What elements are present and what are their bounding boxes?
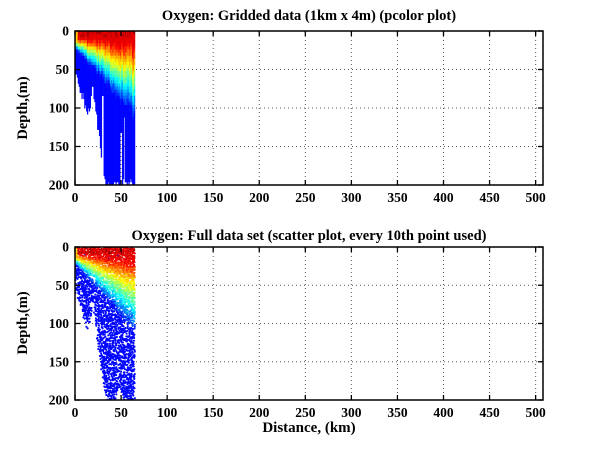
pcolor-plot: 0 50 100 150 200 250 300 350 400 450 500 0 50 100 150 2… (49, 24, 546, 206)
y-tick-label: 100 (49, 316, 70, 331)
pcolor-plot-title: Oxygen: Gridded data (1km x 4m) (pcolor … (161, 8, 457, 24)
x-tick-label: 200 (249, 190, 270, 205)
scatter-y-axis-label: Depth,(m) (15, 291, 31, 355)
x-tick-label: 500 (526, 405, 547, 420)
x-tick-label: 200 (249, 405, 270, 420)
x-tick-label: 400 (433, 405, 454, 420)
x-tick-label: 250 (295, 405, 316, 420)
pcolor-y-axis-label: Depth,(m) (15, 76, 31, 140)
y-tick-label: 150 (49, 354, 70, 369)
x-axis-label: Distance, (km) (262, 420, 356, 436)
y-tick-label: 0 (62, 24, 69, 39)
x-tick-label: 300 (341, 405, 362, 420)
scatter-plot: 0 50 100 150 200 250 300 350 400 450 500 0 50 100 150 2… (49, 240, 546, 421)
x-tick-label: 100 (157, 405, 178, 420)
x-tick-label: 0 (72, 190, 79, 205)
x-tick-label: 500 (526, 190, 547, 205)
x-tick-label: 100 (157, 190, 178, 205)
y-tick-label: 200 (49, 393, 70, 408)
x-tick-label: 50 (114, 405, 128, 420)
x-tick-label: 0 (72, 405, 79, 420)
x-tick-label: 50 (114, 190, 128, 205)
y-tick-label: 50 (56, 62, 70, 77)
x-tick-label: 150 (203, 405, 224, 420)
scatter-plot-title: Oxygen: Full data set (scatter plot, eve… (131, 228, 487, 244)
y-tick-label: 150 (49, 139, 70, 154)
x-tick-label: 300 (341, 190, 362, 205)
x-tick-label: 350 (387, 405, 408, 420)
y-tick-label: 50 (56, 278, 70, 293)
x-tick-label: 350 (387, 190, 408, 205)
x-tick-label: 150 (203, 190, 224, 205)
y-tick-label: 200 (49, 178, 70, 193)
x-tick-label: 400 (433, 190, 454, 205)
x-tick-label: 450 (479, 405, 500, 420)
y-tick-label: 100 (49, 101, 70, 116)
x-tick-label: 250 (295, 190, 316, 205)
y-tick-label: 0 (62, 240, 69, 255)
x-tick-label: 450 (479, 190, 500, 205)
pcolor-data-field (75, 31, 136, 185)
scatter-data-points (75, 247, 136, 400)
